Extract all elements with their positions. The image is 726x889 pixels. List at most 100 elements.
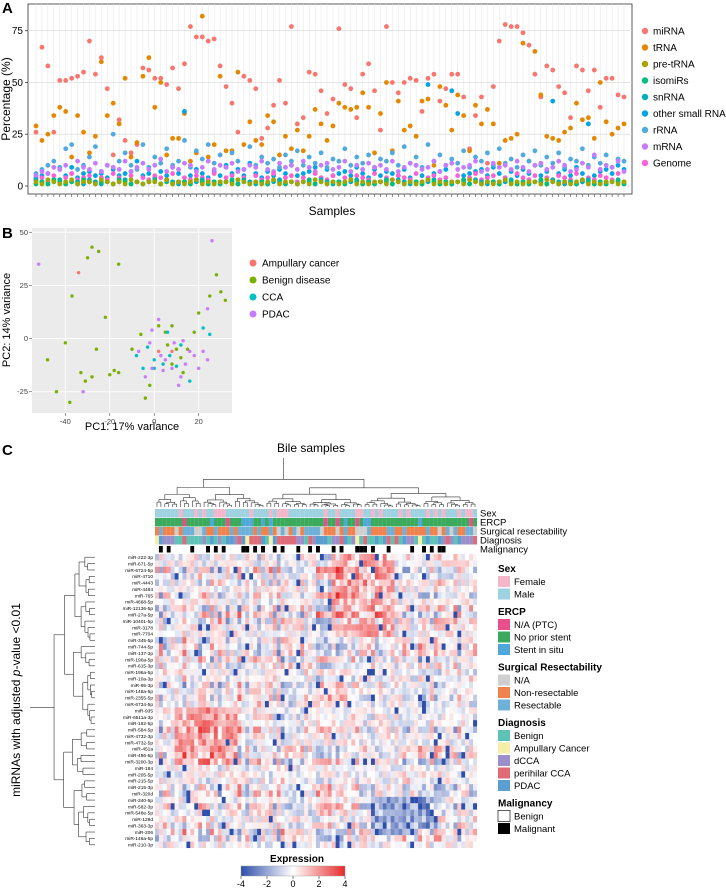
heatmap-cell — [190, 630, 195, 638]
heatmap-cell — [308, 739, 313, 746]
heatmap-cell — [206, 637, 211, 644]
heatmap-cell — [221, 713, 226, 721]
heatmap-cell — [339, 752, 344, 759]
heatmap-cell — [158, 675, 163, 682]
heatmap-cell — [429, 675, 434, 682]
heatmap-cell — [233, 777, 238, 785]
heatmap-cell — [276, 605, 281, 612]
heatmap-cell — [202, 624, 207, 631]
annotation-cell — [316, 509, 320, 518]
point-genome — [443, 175, 449, 181]
point-other-small-rnas — [336, 171, 342, 176]
annotation-cell — [316, 546, 320, 553]
annotation-cell — [225, 546, 230, 553]
heatmap-cell — [347, 720, 352, 727]
heatmap-cell — [300, 554, 305, 561]
heatmap-cell — [264, 707, 269, 714]
heatmap-cell — [178, 726, 183, 734]
heatmap-cell — [378, 739, 383, 746]
heatmap-cell — [272, 560, 277, 567]
heatmap-cell — [469, 701, 474, 708]
heatmap-cell — [429, 707, 434, 714]
point-trna — [51, 113, 57, 118]
heatmap-cell — [319, 624, 324, 631]
point-pre-trna — [241, 179, 247, 185]
heatmap-cell — [457, 592, 462, 599]
heatmap-cell — [335, 707, 340, 714]
annotation-cell — [249, 509, 254, 518]
point-mirna — [544, 63, 550, 69]
point-genome — [152, 173, 158, 179]
heatmap-cell — [158, 681, 163, 689]
pca-point-ampullary-cancer — [156, 349, 161, 354]
heatmap-cell — [276, 592, 281, 599]
heatmap-cell — [178, 707, 183, 714]
heatmap-cell — [155, 598, 159, 606]
heatmap-cell — [445, 566, 450, 574]
pca-point-benign-disease — [214, 273, 219, 277]
heatmap-cell — [418, 707, 423, 714]
heatmap-cell — [186, 630, 191, 638]
heatmap-cell — [166, 745, 171, 753]
heatmap-cell — [194, 713, 199, 721]
heatmap-cell — [319, 669, 324, 676]
heatmap-cell — [276, 758, 281, 765]
heatmap-cell — [418, 554, 423, 561]
heatmap-cell — [367, 720, 372, 727]
heatmap-cell — [312, 617, 317, 625]
heatmap-cell — [406, 611, 411, 618]
heatmap-cell — [429, 752, 434, 759]
heatmap-cell — [422, 566, 427, 574]
heatmap-cell — [182, 764, 187, 772]
heatmap-cell — [418, 592, 423, 599]
heatmap-cell — [288, 643, 293, 650]
heatmap-cell — [418, 643, 423, 650]
heatmap-cell — [233, 732, 238, 740]
heatmap-cell — [418, 605, 423, 612]
heatmap-cell — [190, 726, 195, 734]
point-pre-trna — [502, 177, 508, 183]
heatmap-cell — [331, 649, 336, 657]
heatmap-cell — [378, 764, 383, 772]
point-pre-trna — [217, 179, 223, 185]
heatmap-cell — [457, 681, 462, 689]
heatmap-cell — [335, 726, 340, 734]
heatmap-cell — [268, 656, 273, 663]
heatmap-cell — [374, 758, 379, 765]
heatmap-cell — [284, 732, 289, 740]
heatmap-cell — [194, 752, 199, 759]
point-other-small-rnas — [591, 173, 597, 179]
heatmap-cell — [465, 720, 470, 727]
heatmap-cell — [394, 752, 399, 759]
heatmap-cell — [280, 662, 285, 670]
heatmap-cell — [170, 637, 175, 644]
heatmap-cell — [288, 726, 293, 734]
heatmap-cell — [327, 745, 332, 753]
pca-point-pdac — [150, 366, 154, 371]
heatmap-cell — [206, 643, 211, 650]
heatmap-cell — [198, 752, 203, 759]
heatmap-cell — [245, 675, 250, 682]
point-rrna — [199, 156, 205, 162]
heatmap-cell — [359, 764, 364, 772]
heatmap-cell — [422, 611, 427, 618]
heatmap-cell — [327, 624, 332, 631]
annotation-cell — [225, 509, 230, 518]
heatmap-cell — [433, 720, 438, 727]
heatmap-cell — [327, 720, 332, 727]
heatmap-cell — [347, 713, 352, 721]
heatmap-cell — [433, 573, 438, 580]
heatmap-cell — [414, 643, 419, 650]
annotation-cell — [355, 536, 360, 545]
annotation-cell — [209, 536, 214, 545]
heatmap-cell — [182, 598, 187, 606]
heatmap-cell — [241, 605, 246, 612]
heatmap-cell — [347, 611, 352, 618]
heatmap-cell — [155, 713, 159, 721]
heatmap-cell — [363, 592, 368, 599]
heatmap-cell — [370, 573, 375, 580]
heatmap-cell — [398, 726, 403, 734]
heatmap-cell — [217, 669, 222, 676]
heatmap-cell — [178, 669, 183, 676]
heatmap-cell — [402, 707, 407, 714]
